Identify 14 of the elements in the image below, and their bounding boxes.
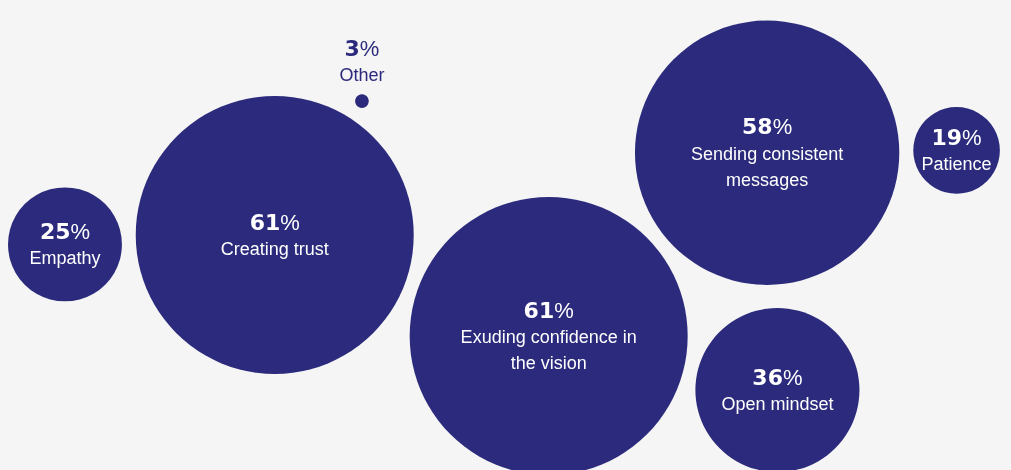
data-label: 36% [752,364,803,390]
data-label: 61% [249,209,300,235]
category-label: Exuding confidence in the vision [460,327,637,374]
data-label: 25% [39,218,91,244]
category-label: Empathy [29,248,101,269]
category-label: Patience [921,154,992,175]
data-label: 3% [344,35,380,61]
category-label: Sending consistent messages [691,143,844,190]
category-label: Other [339,65,385,86]
data-label: 19% [931,124,982,150]
data-label: 61% [523,297,574,323]
data-label: 58% [742,114,793,140]
category-label: Open mindset [721,394,834,415]
category-label: Creating trust [220,239,329,259]
